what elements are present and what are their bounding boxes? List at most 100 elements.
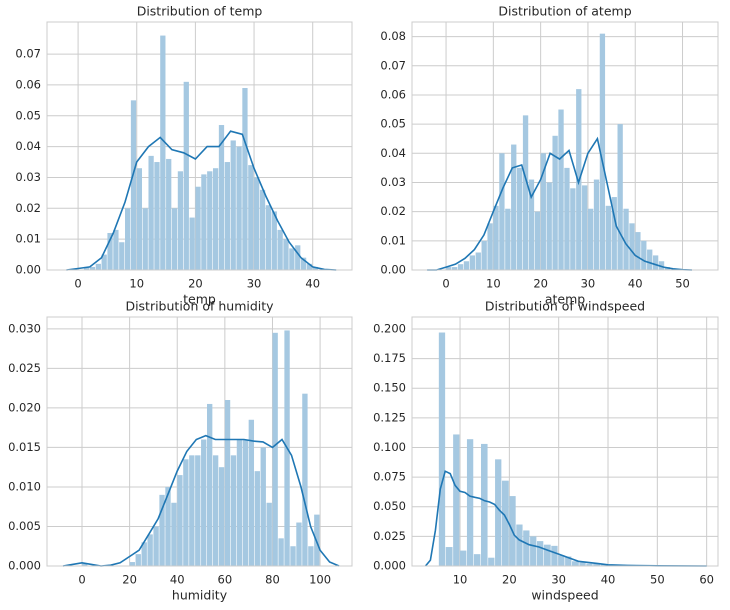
y-tick-label: 0.04 [15, 139, 41, 153]
histogram-bar [438, 332, 446, 566]
histogram-bar [141, 542, 147, 566]
histogram-bar [177, 475, 183, 566]
x-tick-label: 40 [601, 573, 616, 587]
y-tick-label: 0.025 [8, 361, 41, 375]
histogram-bar [570, 188, 576, 270]
histogram-bar [488, 557, 495, 566]
histogram-bar [153, 526, 159, 566]
histogram-bar [195, 455, 201, 566]
histogram-bar [445, 547, 453, 566]
histogram-bar [302, 393, 308, 566]
histogram-bar [189, 217, 195, 270]
histogram-bar [501, 480, 509, 566]
axes-frame [411, 316, 719, 567]
histogram-bar [516, 524, 523, 566]
histogram-bar [460, 550, 467, 566]
histogram-bar [534, 211, 541, 270]
histogram-bar [528, 179, 535, 270]
histogram-bar [154, 162, 160, 270]
histogram-bar [224, 162, 230, 270]
y-tick-label: 0.00 [15, 263, 41, 277]
histogram-bar [130, 100, 137, 270]
histogram-bar [195, 186, 201, 270]
histogram-bar [230, 455, 237, 566]
histogram-bar [166, 158, 172, 270]
histogram-bar [466, 439, 474, 566]
histogram-bar [493, 205, 499, 270]
histogram-bar [475, 252, 481, 270]
x-tick-label: 10 [486, 277, 501, 291]
y-tick-label: 0.000 [373, 559, 406, 573]
y-tick-label: 0.07 [15, 47, 41, 61]
histogram-bar [499, 153, 505, 270]
histogram-bar [457, 264, 464, 270]
histogram-bar [306, 263, 313, 270]
histogram-bar [530, 536, 537, 566]
histogram-bar [451, 267, 458, 270]
histogram-bar [248, 419, 255, 566]
histogram-bar [641, 240, 647, 270]
histogram-bar [481, 443, 488, 566]
axes-frame [46, 21, 353, 271]
histogram-bar [565, 556, 572, 566]
histogram-bar [160, 35, 166, 270]
x-tick-label: 20 [533, 277, 548, 291]
histogram-bar [647, 249, 653, 270]
histogram-bar [224, 400, 231, 566]
histogram-bar [147, 534, 153, 566]
y-tick-label: 0.005 [8, 519, 41, 533]
histogram-bar [125, 208, 131, 270]
y-tick-label: 0.125 [373, 410, 406, 424]
histogram-bar [113, 229, 119, 270]
histogram-bar [495, 459, 502, 566]
histogram-bar [308, 546, 314, 566]
histogram-bar [300, 257, 307, 270]
histogram-bar [260, 447, 266, 566]
histogram-bar [505, 208, 511, 270]
histogram-bar [218, 125, 225, 270]
y-tick-label: 0.08 [380, 29, 406, 43]
histogram-bar [611, 197, 617, 270]
y-tick-label: 0.02 [380, 204, 406, 218]
histogram-bar [135, 554, 141, 566]
histogram-bar [552, 135, 558, 270]
histogram-bar [312, 266, 318, 270]
y-tick-label: 0.01 [380, 233, 406, 247]
chart-title: Distribution of humidity [125, 299, 274, 314]
histogram-bar [446, 267, 452, 270]
histogram-bar [142, 208, 148, 270]
histogram-bar [278, 538, 284, 566]
y-tick-label: 0.030 [8, 321, 41, 335]
x-tick-label: 40 [628, 277, 643, 291]
histogram-bar [148, 155, 154, 270]
x-tick-label: 0 [74, 277, 81, 291]
histogram-bar [605, 205, 611, 270]
histogram-bar [289, 248, 295, 270]
histogram-bar [212, 455, 219, 566]
y-tick-label: 0.05 [380, 117, 406, 131]
histogram-bar [183, 81, 189, 271]
histogram-bar [207, 403, 213, 566]
histogram-bar [119, 242, 125, 270]
chart-title: Distribution of windspeed [485, 299, 645, 314]
histogram-bar [523, 530, 530, 566]
histogram-bar [171, 208, 178, 270]
y-tick-label: 0.06 [15, 77, 41, 91]
x-tick-label: 100 [309, 573, 331, 587]
histogram-bar [593, 179, 600, 270]
x-tick-label: 50 [675, 277, 690, 291]
y-tick-label: 0.175 [373, 351, 406, 365]
y-tick-label: 0.03 [15, 170, 41, 184]
histogram-bar [89, 266, 96, 270]
x-tick-label: 40 [305, 277, 320, 291]
y-tick-label: 0.07 [380, 58, 406, 72]
histogram-bar [254, 177, 260, 270]
y-tick-label: 0.06 [380, 87, 406, 101]
axes-frame [411, 21, 719, 271]
y-tick-label: 0.020 [8, 400, 41, 414]
chart-title: Distribution of atemp [498, 4, 631, 19]
histogram-bar [242, 439, 249, 566]
x-tick-label: 20 [122, 573, 137, 587]
histogram-bar [543, 544, 551, 566]
